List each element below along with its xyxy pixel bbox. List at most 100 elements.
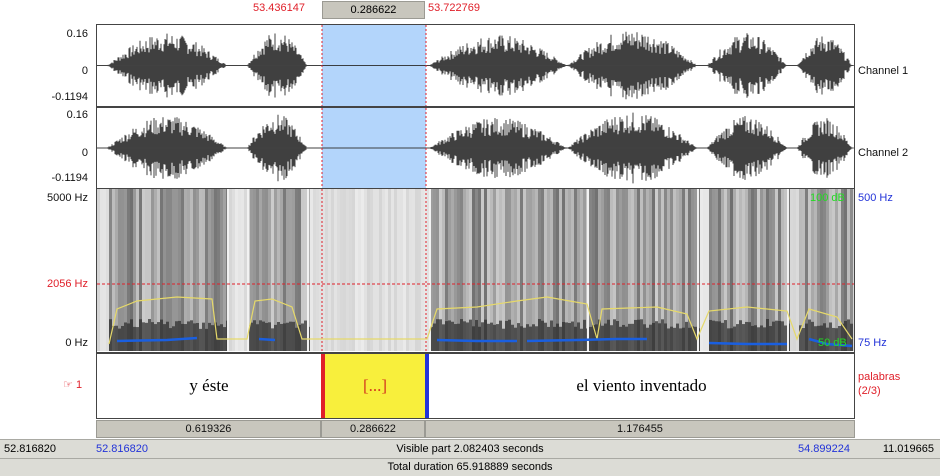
waveform-channel-1[interactable]: [96, 24, 855, 107]
tier-number[interactable]: ☞ 1: [63, 379, 83, 391]
spectrogram-stripe: [700, 189, 703, 351]
spectrogram-stripe: [499, 189, 502, 351]
spectrogram-stripe: [202, 189, 205, 351]
spectrogram-formant-band: [277, 322, 280, 351]
spectrogram-stripe: [184, 189, 187, 351]
spectrogram-formant-band: [556, 323, 559, 351]
spectrogram-stripe: [436, 189, 439, 351]
spectrogram-formant-band: [463, 321, 466, 351]
spectrogram-freq-cursor: 2056 Hz: [47, 278, 88, 290]
duration-interval-2[interactable]: 0.286622: [321, 420, 425, 438]
spectrogram-stripe: [619, 189, 622, 351]
spectrogram-formant-band: [745, 321, 748, 351]
visible-part-label[interactable]: Visible part 2.082403 seconds: [396, 443, 544, 455]
interval-2-selected[interactable]: [...]: [325, 354, 425, 418]
waveform-channel-2-plot[interactable]: [97, 108, 854, 188]
spectrogram-formant-band: [217, 325, 220, 351]
spectrogram-stripe: [526, 189, 529, 351]
spectrogram-plot[interactable]: [97, 189, 854, 351]
spectrogram-stripe: [199, 189, 202, 351]
spectrogram-stripe: [250, 189, 253, 351]
spectrogram-stripe: [562, 189, 565, 351]
spectrogram-stripe: [259, 189, 262, 351]
spectrogram-stripe: [370, 189, 373, 351]
spectrogram-stripe: [118, 189, 121, 351]
spectrogram-formant-band: [487, 323, 490, 351]
spectrogram-stripe: [415, 189, 418, 351]
duration-interval-3[interactable]: 1.176455: [425, 420, 855, 438]
spectrogram-stripe: [799, 189, 802, 351]
spectrogram-formant-band: [607, 319, 610, 351]
waveform-channel-1-plot[interactable]: [97, 25, 854, 106]
spectrogram-formant-band: [583, 319, 586, 351]
selection-duration[interactable]: 0.286622: [322, 1, 425, 19]
spectrogram-stripe: [571, 189, 574, 351]
spectrogram-formant-band: [286, 322, 289, 351]
spectrogram-stripe: [820, 189, 823, 351]
spectrogram-formant-band: [562, 322, 565, 351]
total-duration-bar[interactable]: Total duration 65.918889 seconds: [0, 458, 940, 476]
spectrogram-stripe: [703, 189, 706, 351]
spectrogram-formant-band: [685, 321, 688, 351]
spectrogram-gap: [307, 189, 309, 351]
spectrogram-stripe: [781, 189, 784, 351]
spectrogram-formant-band: [778, 320, 781, 351]
interval-3[interactable]: el viento inventado: [576, 376, 707, 395]
textgrid-tier[interactable]: y éste [...] el viento inventado: [96, 353, 855, 419]
spectrogram-formant-band: [598, 319, 601, 351]
spectrogram-formant-band: [709, 319, 712, 351]
spectrogram-formant-band: [568, 322, 571, 351]
spectrogram-stripe: [373, 189, 376, 351]
spectrogram-stripe: [478, 189, 481, 351]
interval-1[interactable]: y éste: [189, 376, 229, 395]
spectrogram-formant-band: [838, 325, 841, 351]
spectrogram-stripe: [139, 189, 142, 351]
spectrogram-formant-band: [178, 320, 181, 351]
spectrogram-stripe: [616, 189, 619, 351]
spectrogram-stripe: [313, 189, 316, 351]
spectrogram-formant-band: [208, 322, 211, 351]
channel-2-max: 0.16: [66, 109, 88, 121]
selection-end-time: 53.722769: [428, 2, 480, 14]
spectrogram-formant-band: [769, 326, 772, 351]
spectrogram-formant-band: [448, 320, 451, 351]
spectrogram-formant-band: [742, 324, 745, 351]
spectrogram-stripe: [523, 189, 526, 351]
spectrogram-stripe: [319, 189, 322, 351]
spectrogram-stripe: [577, 189, 580, 351]
spectrogram-stripe: [406, 189, 409, 351]
spectrogram-stripe: [547, 189, 550, 351]
visible-right-total[interactable]: 11.019665: [882, 443, 934, 455]
spectrogram-stripe: [706, 189, 709, 351]
spectrogram-formant-band: [805, 323, 808, 351]
visible-part-bar[interactable]: 52.816820 52.816820 Visible part 2.08240…: [0, 439, 940, 458]
spectrogram-stripe: [337, 189, 340, 351]
interval-boundary-right[interactable]: [425, 354, 429, 418]
spectrogram-stripe: [409, 189, 412, 351]
spectrogram-stripe: [580, 189, 583, 351]
total-duration-label[interactable]: Total duration 65.918889 seconds: [387, 461, 553, 473]
waveform-channel-2[interactable]: [96, 107, 855, 189]
spectrogram-stripe: [508, 189, 511, 351]
spectrogram-gap: [587, 189, 589, 351]
spectrogram-stripe: [535, 189, 538, 351]
spectrogram-panel[interactable]: [96, 189, 855, 353]
spectrogram-stripe: [514, 189, 517, 351]
spectrogram-formant-band: [262, 321, 265, 351]
spectrogram-stripe: [151, 189, 154, 351]
visible-left-total[interactable]: 52.816820: [4, 443, 56, 455]
spectrogram-formant-band: [679, 328, 682, 351]
spectrogram-stripe: [157, 189, 160, 351]
spectrogram-formant-band: [616, 321, 619, 351]
spectrogram-stripe: [643, 189, 646, 351]
spectrogram-stripe: [826, 189, 829, 351]
interval-boundary-left[interactable]: [321, 354, 325, 418]
channel-1-max: 0.16: [66, 28, 88, 40]
spectrogram-formant-band: [187, 321, 190, 351]
spectrogram-gap: [787, 189, 789, 351]
duration-interval-1[interactable]: 0.619326: [96, 420, 321, 438]
spectrogram-formant-band: [181, 323, 184, 351]
spectrogram-formant-band: [430, 326, 433, 351]
spectrogram-formant-band: [265, 322, 268, 351]
spectrogram-stripe: [214, 189, 217, 351]
